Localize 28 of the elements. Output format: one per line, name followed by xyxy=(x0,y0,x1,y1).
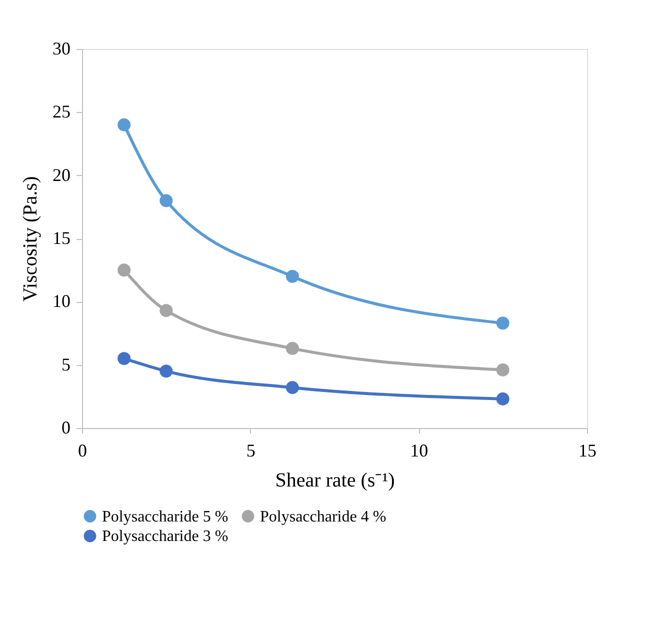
legend-label: Polysaccharide 5 % xyxy=(102,508,228,526)
x-tick-label: 15 xyxy=(578,440,596,460)
point xyxy=(118,264,131,277)
point xyxy=(496,363,510,376)
x-axis-title: Shear rate (s⁻¹) xyxy=(275,470,395,492)
point xyxy=(286,270,299,283)
point xyxy=(286,342,299,355)
x-tick-label: 5 xyxy=(246,440,256,460)
y-tick-label: 5 xyxy=(62,354,70,374)
legend-label: Polysaccharide 3 % xyxy=(102,528,228,545)
y-tick-label: 15 xyxy=(52,228,70,248)
y-tick-label: 10 xyxy=(52,291,70,312)
x-tick-label: 0 xyxy=(78,440,87,460)
y-tick-label: 20 xyxy=(52,164,70,185)
y-axis-title: Viscosity (Pa.s) xyxy=(20,176,42,302)
point xyxy=(160,194,173,208)
point xyxy=(496,316,510,330)
point xyxy=(160,364,173,378)
point xyxy=(160,304,173,318)
legend-label: Polysaccharide 4 % xyxy=(260,508,386,526)
y-tick-label: 0 xyxy=(62,418,70,438)
point xyxy=(118,352,131,366)
point xyxy=(496,392,510,406)
y-tick-label: 25 xyxy=(52,102,70,122)
y-tick-label: 30 xyxy=(52,38,70,58)
point xyxy=(118,118,131,132)
point xyxy=(286,381,299,394)
x-tick-label: 10 xyxy=(410,440,428,460)
